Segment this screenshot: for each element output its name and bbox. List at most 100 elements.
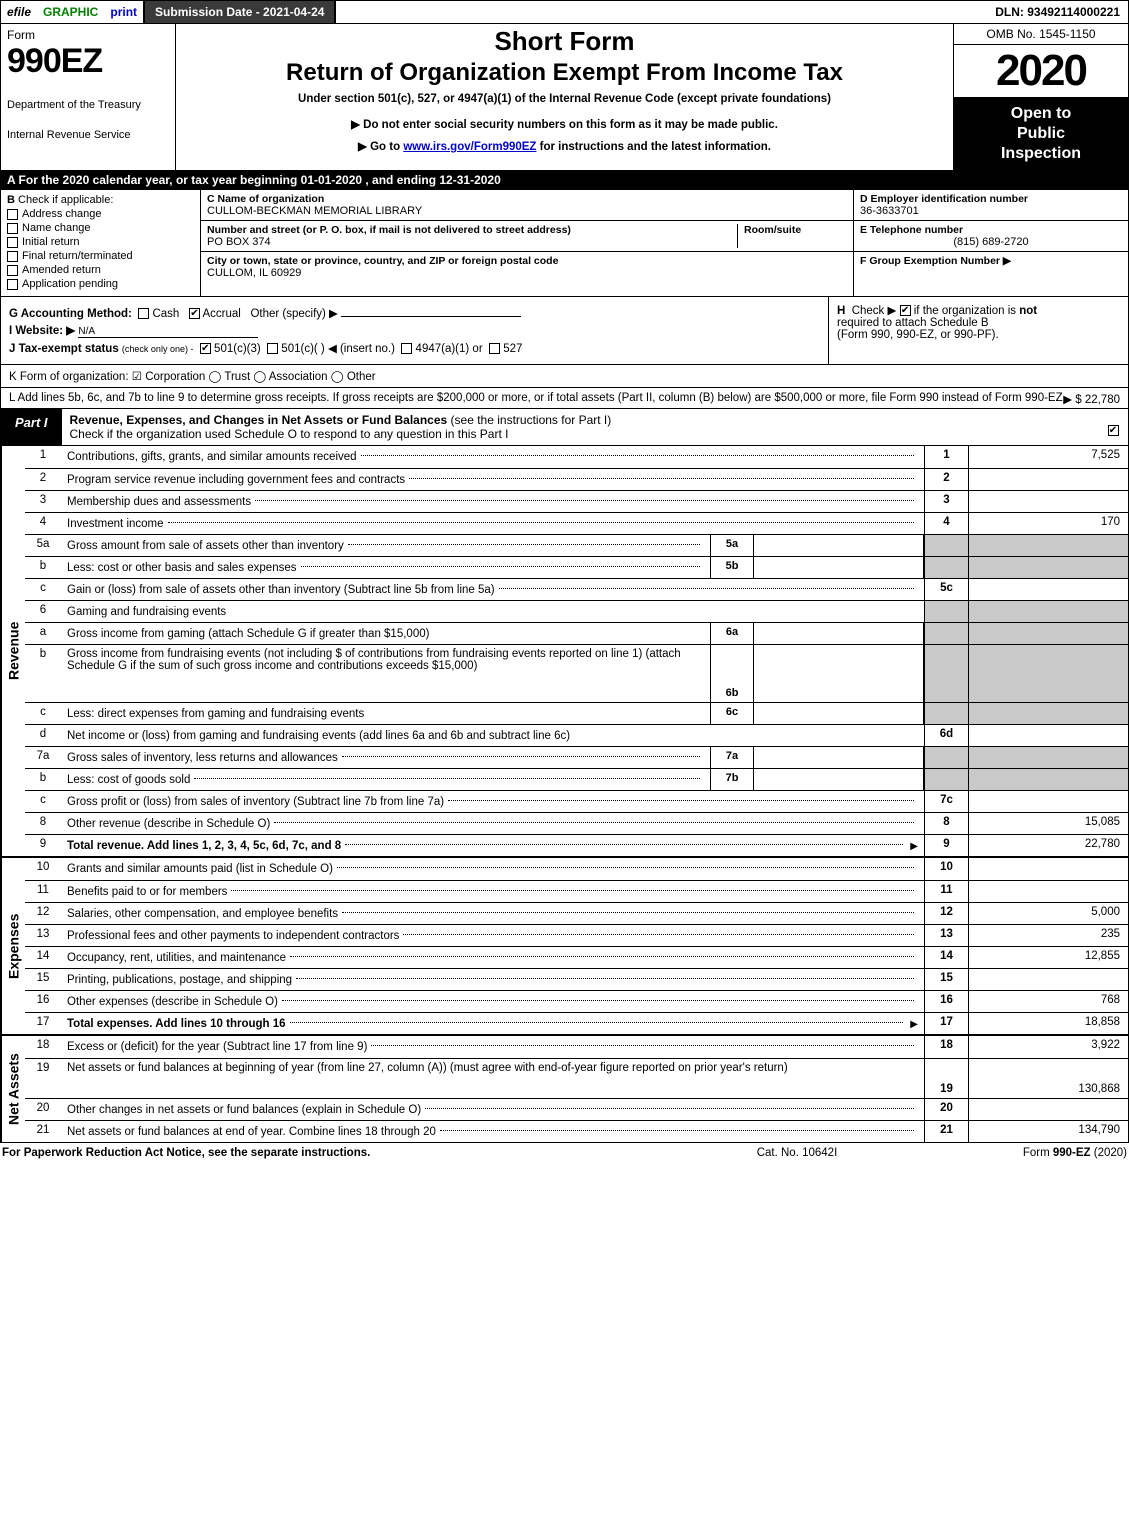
line-5a-sub: 5a xyxy=(710,535,754,556)
checkbox-schedule-o[interactable] xyxy=(1108,425,1119,436)
checkbox-accrual[interactable] xyxy=(189,308,200,319)
do-not-enter-text: ▶ Do not enter social security numbers o… xyxy=(182,117,947,131)
footer-right: Form 990-EZ (2020) xyxy=(927,1147,1127,1159)
checkbox-initial-return[interactable] xyxy=(7,237,18,248)
line-5a-subval xyxy=(754,535,924,556)
row-k: K Form of organization: ☑ Corporation ◯ … xyxy=(0,365,1129,388)
footer-right-post: (2020) xyxy=(1091,1147,1127,1159)
line-7a-rnum xyxy=(924,747,968,768)
info-grid: B Check if applicable: Address change Na… xyxy=(0,190,1129,297)
i-label: I Website: ▶ xyxy=(9,325,75,337)
line-4-rnum: 4 xyxy=(924,513,968,534)
form-id-block: Form 990EZ Department of the Treasury In… xyxy=(1,24,176,170)
line-12-desc: Salaries, other compensation, and employ… xyxy=(67,908,338,920)
checkbox-4947[interactable] xyxy=(401,343,412,354)
line-6a-num: a xyxy=(25,623,61,644)
opt-application-pending: Application pending xyxy=(22,278,118,290)
line-7b-val xyxy=(968,769,1128,790)
dept-line-2: Internal Revenue Service xyxy=(7,129,169,141)
dln-label: DLN: 93492114000221 xyxy=(987,5,1128,19)
line-3-desc: Membership dues and assessments xyxy=(67,496,251,508)
line-6c-desc: Less: direct expenses from gaming and fu… xyxy=(67,708,364,720)
line-15-rnum: 15 xyxy=(924,969,968,990)
checkbox-application-pending[interactable] xyxy=(7,279,18,290)
line-6a-desc: Gross income from gaming (attach Schedul… xyxy=(67,628,429,640)
checkbox-amended-return[interactable] xyxy=(7,265,18,276)
line-5c-val xyxy=(968,579,1128,600)
checkbox-501c[interactable] xyxy=(267,343,278,354)
line-16: 16 Other expenses (describe in Schedule … xyxy=(25,990,1128,1012)
line-5c-num: c xyxy=(25,579,61,600)
line-11-desc: Benefits paid to or for members xyxy=(67,886,227,898)
footer-right-pre: Form xyxy=(1023,1147,1053,1159)
inspect-2: Public xyxy=(1017,125,1065,142)
goto-pre: ▶ Go to xyxy=(358,141,403,153)
line-7a: 7a Gross sales of inventory, less return… xyxy=(25,746,1128,768)
irs-link[interactable]: www.irs.gov/Form990EZ xyxy=(403,141,536,153)
line-2-val xyxy=(968,469,1128,490)
line-17-desc: Total expenses. Add lines 10 through 16 xyxy=(67,1018,286,1030)
line-17-val: 18,858 xyxy=(968,1013,1128,1034)
part-1-tab: Part I xyxy=(1,409,62,445)
checkbox-501c3[interactable] xyxy=(200,343,211,354)
checkbox-h[interactable] xyxy=(900,305,911,316)
line-6d-val xyxy=(968,725,1128,746)
line-15-desc: Printing, publications, postage, and shi… xyxy=(67,974,292,986)
line-8-num: 8 xyxy=(25,813,61,834)
line-5c-rnum: 5c xyxy=(924,579,968,600)
line-7a-val xyxy=(968,747,1128,768)
line-6a-sub: 6a xyxy=(710,623,754,644)
checkbox-527[interactable] xyxy=(489,343,500,354)
j-501c3: 501(c)(3) xyxy=(214,343,261,355)
line-7a-desc: Gross sales of inventory, less returns a… xyxy=(67,752,338,764)
row-l-text: L Add lines 5b, 6c, and 7b to line 9 to … xyxy=(9,392,1063,404)
address-label: Number and street (or P. O. box, if mail… xyxy=(207,224,731,236)
g-other-blank[interactable] xyxy=(341,316,521,317)
form-number: 990EZ xyxy=(7,42,169,81)
row-l-amount: ▶ $ 22,780 xyxy=(1063,392,1120,406)
line-7b-rnum xyxy=(924,769,968,790)
line-18: 18 Excess or (deficit) for the year (Sub… xyxy=(25,1036,1128,1058)
line-21: 21 Net assets or fund balances at end of… xyxy=(25,1120,1128,1142)
line-3-rnum: 3 xyxy=(924,491,968,512)
line-8-desc: Other revenue (describe in Schedule O) xyxy=(67,818,270,830)
checkbox-cash[interactable] xyxy=(138,308,149,319)
line-2: 2 Program service revenue including gove… xyxy=(25,468,1128,490)
group-exemption-label: F Group Exemption Number ▶ xyxy=(860,255,1011,267)
line-7c-rnum: 7c xyxy=(924,791,968,812)
line-17: 17 Total expenses. Add lines 10 through … xyxy=(25,1012,1128,1034)
line-8-rnum: 8 xyxy=(924,813,968,834)
line-13-val: 235 xyxy=(968,925,1128,946)
checkbox-final-return[interactable] xyxy=(7,251,18,262)
h-check: Check ▶ xyxy=(852,305,897,317)
checkbox-name-change[interactable] xyxy=(7,223,18,234)
line-6d-desc: Net income or (loss) from gaming and fun… xyxy=(67,730,570,742)
checkbox-address-change[interactable] xyxy=(7,209,18,220)
form-header: Form 990EZ Department of the Treasury In… xyxy=(0,24,1129,170)
website-value: N/A xyxy=(78,326,258,338)
line-6b-subval xyxy=(754,645,924,702)
line-18-num: 18 xyxy=(25,1036,61,1058)
line-6a-rnum xyxy=(924,623,968,644)
line-5a-desc: Gross amount from sale of assets other t… xyxy=(67,540,344,552)
row-i: I Website: ▶ N/A xyxy=(9,323,820,338)
line-15-val xyxy=(968,969,1128,990)
line-20: 20 Other changes in net assets or fund b… xyxy=(25,1098,1128,1120)
line-7c-val xyxy=(968,791,1128,812)
line-5b-num: b xyxy=(25,557,61,578)
line-12-num: 12 xyxy=(25,903,61,924)
line-9-num: 9 xyxy=(25,835,61,856)
side-label-revenue: Revenue xyxy=(1,446,25,856)
line-16-rnum: 16 xyxy=(924,991,968,1012)
j-501c: 501(c)( ) ◀ (insert no.) xyxy=(281,343,395,355)
print-link[interactable]: print xyxy=(104,5,143,19)
line-6d: d Net income or (loss) from gaming and f… xyxy=(25,724,1128,746)
line-9-rnum: 9 xyxy=(924,835,968,856)
line-6-desc: Gaming and fundraising events xyxy=(67,606,226,618)
line-15: 15 Printing, publications, postage, and … xyxy=(25,968,1128,990)
line-7a-sub: 7a xyxy=(710,747,754,768)
form-title-block: Short Form Return of Organization Exempt… xyxy=(176,24,953,170)
row-a-tax-year: A For the 2020 calendar year, or tax yea… xyxy=(0,170,1129,190)
line-12-rnum: 12 xyxy=(924,903,968,924)
ein-label: D Employer identification number xyxy=(860,193,1122,205)
